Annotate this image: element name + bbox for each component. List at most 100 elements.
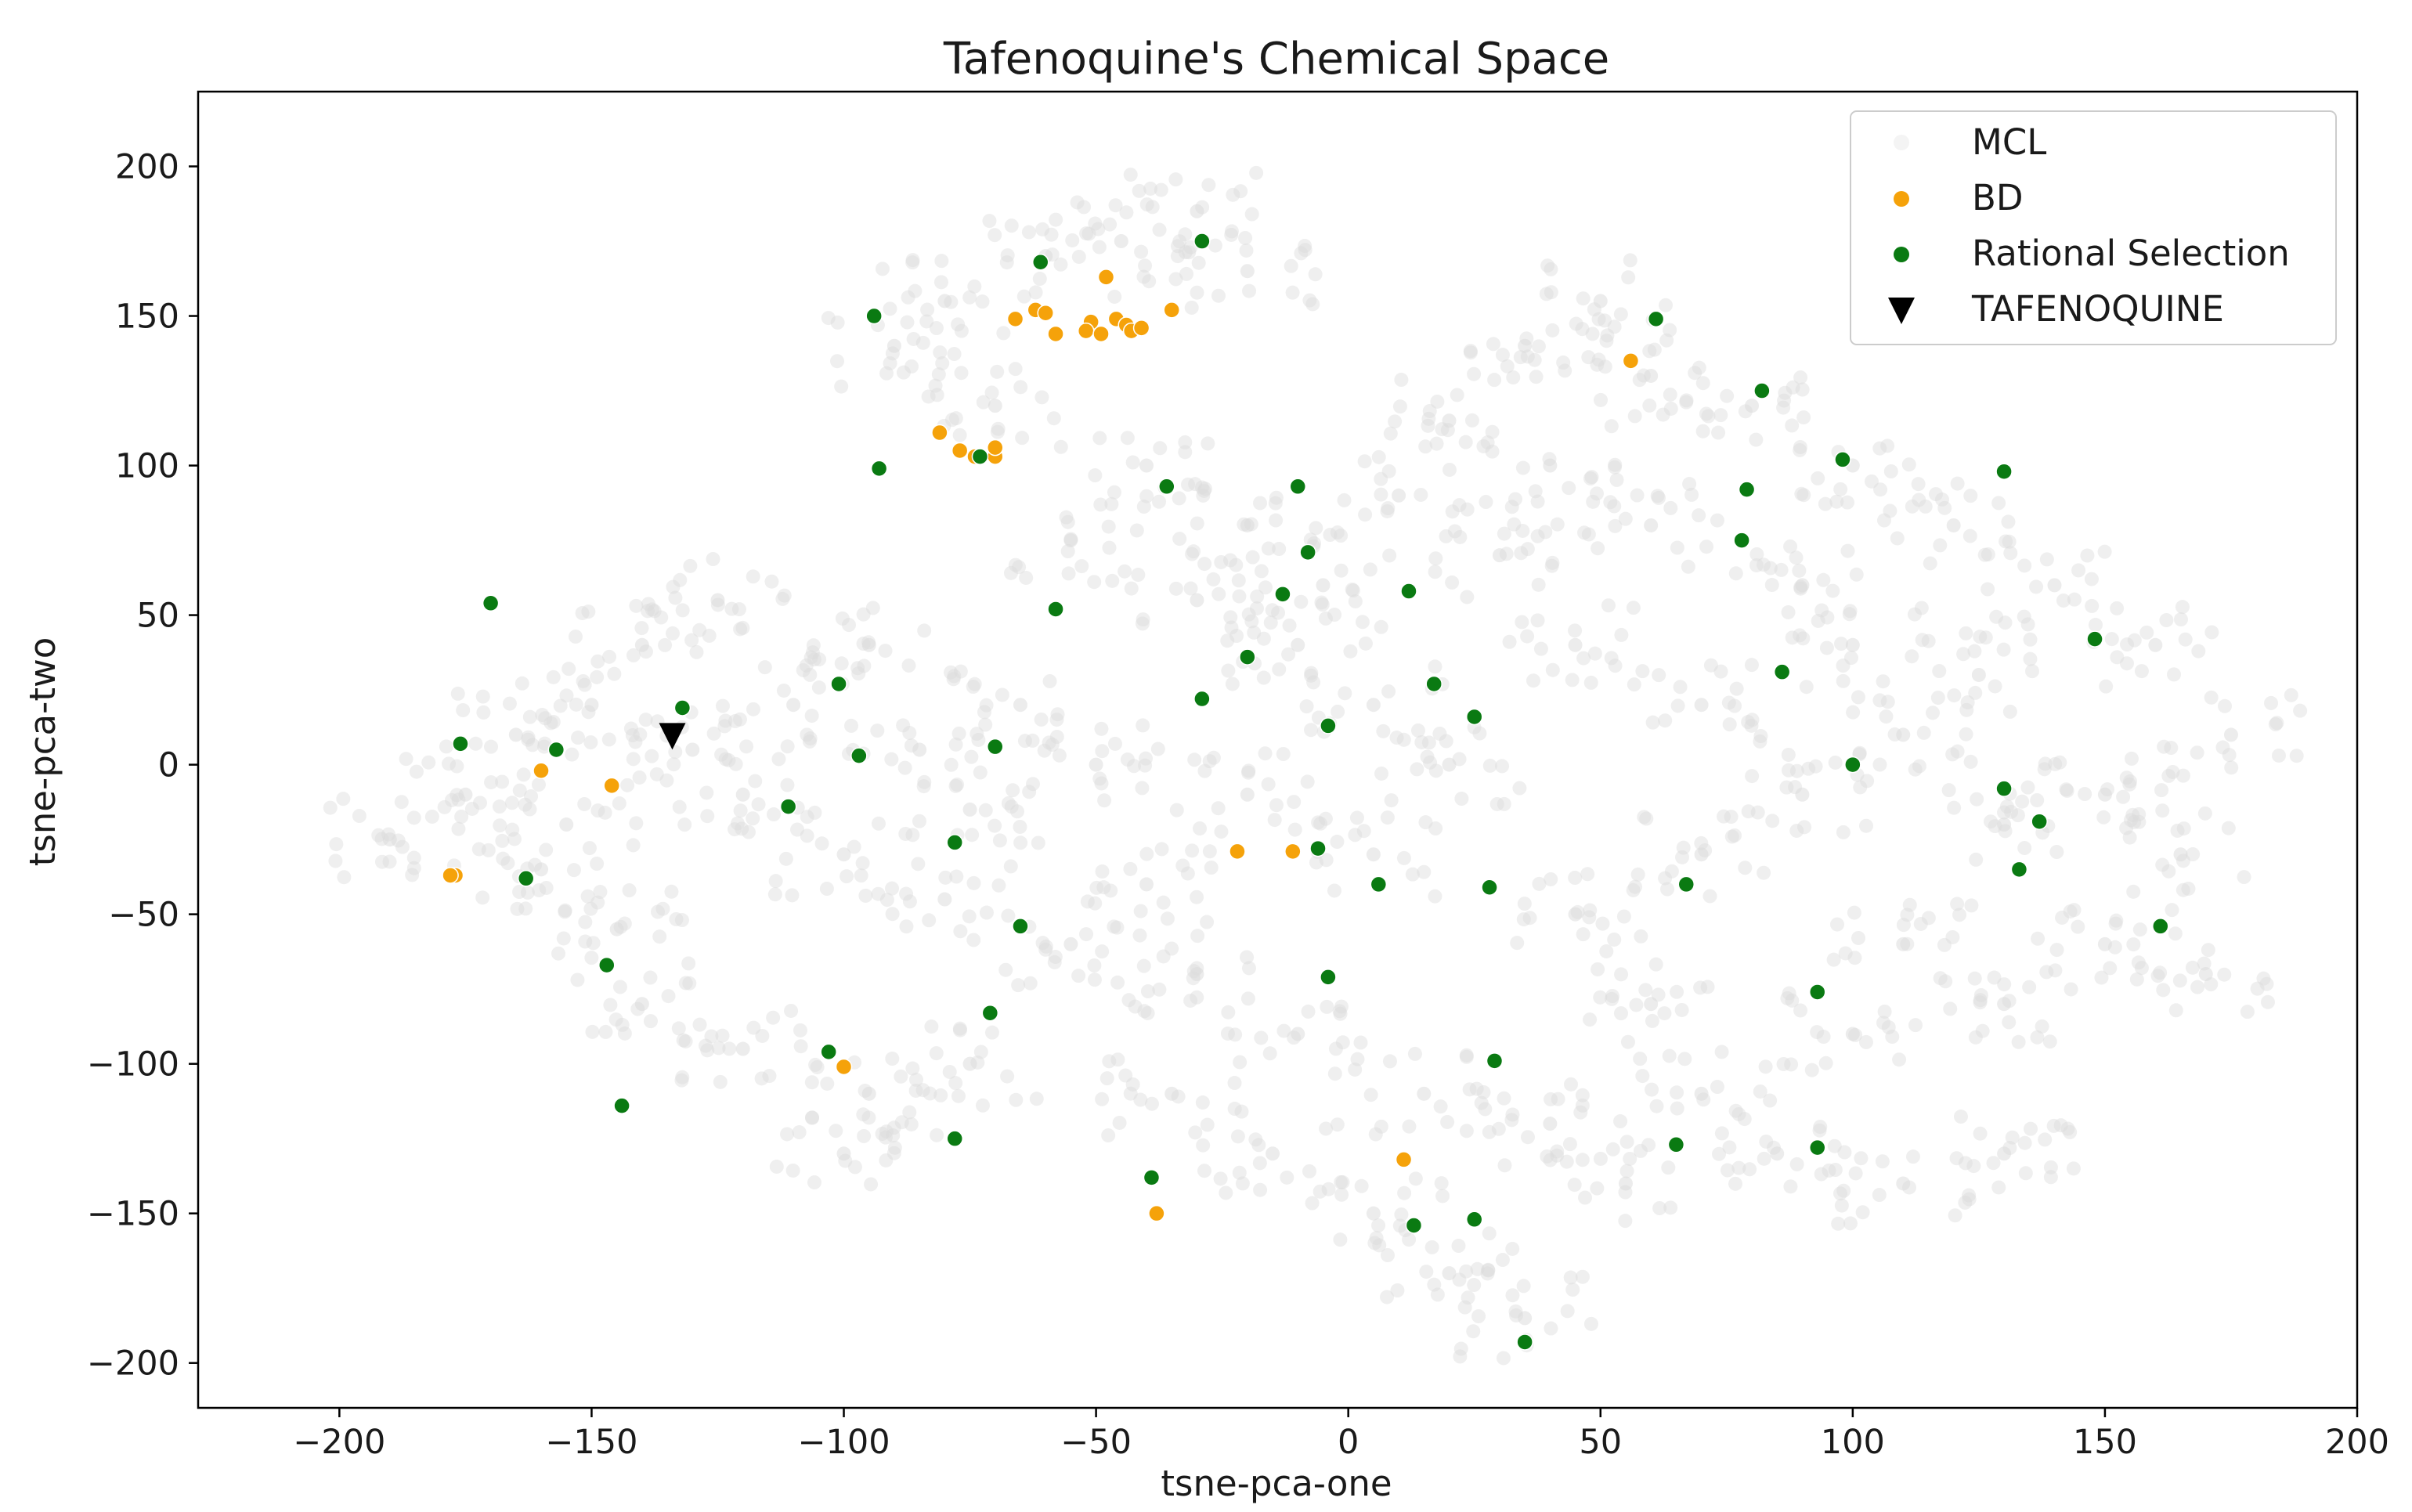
mcl-point [871,886,886,901]
mcl-point [1079,226,1094,241]
mcl-point [978,717,993,732]
mcl-point [1978,630,1993,645]
mcl-point [1875,1154,1890,1169]
mcl-point [1843,1216,1858,1231]
y-tick-label: −200 [87,1344,179,1384]
mcl-point [1677,1052,1692,1066]
mcl-point [931,367,946,382]
mcl-point [1645,715,1660,730]
legend-marker-mcl [1894,135,1909,150]
mcl-point [1661,1160,1676,1175]
mcl-point [1516,1279,1531,1294]
mcl-point [1911,477,1926,492]
mcl-point [1201,436,1215,451]
mcl-point [1196,1138,1211,1153]
mcl-point [1195,200,1210,215]
mcl-point [1152,982,1167,997]
mcl-point [1670,698,1685,713]
mcl-point [1505,1288,1520,1303]
mcl-point [1178,245,1193,260]
mcl-point [982,214,997,229]
mcl-point [1220,1026,1235,1041]
mcl-point [2124,751,2139,766]
mcl-point [930,388,944,402]
mcl-point [1742,1162,1757,1177]
mcl-point [1046,411,1061,426]
mcl-point [1901,457,1916,472]
mcl-point [2048,756,2063,771]
mcl-point [2039,552,2054,567]
mcl-point [531,778,546,792]
mcl-point [1795,382,1810,397]
mcl-point [1544,558,1559,573]
mcl-point [1272,662,1287,677]
mcl-point [1804,1063,1819,1077]
mcl-point [1913,916,1928,931]
bd-point [1077,322,1095,340]
mcl-point [1140,1005,1155,1020]
mcl-point [2264,695,2279,710]
mcl-point [2120,637,2135,652]
mcl-point [1731,1160,1746,1175]
mcl-point [2204,977,2219,992]
mcl-point [757,660,772,675]
mcl-point [1120,752,1135,767]
mcl-point [1103,883,1118,898]
mcl-point [1313,1184,1327,1199]
mcl-point [583,735,598,750]
mcl-point [1402,1119,1417,1134]
mcl-point [1569,316,1583,331]
mcl-point [2038,756,2053,771]
mcl-point [1482,758,1497,773]
mcl-point [1272,542,1287,557]
mcl-point [2015,794,2030,809]
mcl-point [590,654,605,669]
mcl-point [2096,810,2111,825]
mcl-point [580,889,595,904]
mcl-point [1101,519,1116,534]
mcl-point [1647,342,1662,357]
mcl-point [582,841,597,856]
mcl-point [1193,821,1208,836]
mcl-point [481,843,496,857]
mcl-point [718,752,733,767]
mcl-point [1581,350,1596,365]
mcl-point [2161,864,2176,879]
mcl-point [714,747,729,762]
mcl-point [1422,403,1437,418]
mcl-point [522,802,537,817]
mcl-point [1170,249,1185,264]
mcl-point [626,648,641,662]
mcl-point [1245,550,1260,565]
mcl-point [1836,1183,1851,1198]
mcl-point [1885,1029,1900,1044]
mcl-point [1793,581,1808,596]
mcl-point [1853,780,1868,795]
mcl-point [1367,1236,1382,1250]
mcl-point [1392,1218,1407,1233]
mcl-point [1851,930,1866,945]
mcl-point [1091,222,1106,236]
mcl-point [1658,713,1673,728]
mcl-point [634,637,649,652]
mcl-point [1988,819,2002,834]
mcl-point [1900,908,1915,922]
mcl-point [1834,637,1849,651]
mcl-point [590,803,605,818]
mcl-point [1713,664,1728,679]
legend-label-tafenoquine: TAFENOQUINE [1971,288,2224,330]
mcl-point [1332,1004,1347,1019]
mcl-point [1232,1165,1247,1180]
mcl-point [683,558,698,573]
mcl-point [1070,195,1085,210]
mcl-point [1641,1138,1656,1153]
mcl-point [951,1088,966,1103]
mcl-point [2049,845,2064,860]
mcl-point [1428,565,1443,579]
mcl-point [602,649,617,664]
rational-selection-point [1834,451,1851,468]
mcl-point [854,868,868,883]
mcl-point [1081,226,1096,241]
mcl-point [2157,739,2172,754]
